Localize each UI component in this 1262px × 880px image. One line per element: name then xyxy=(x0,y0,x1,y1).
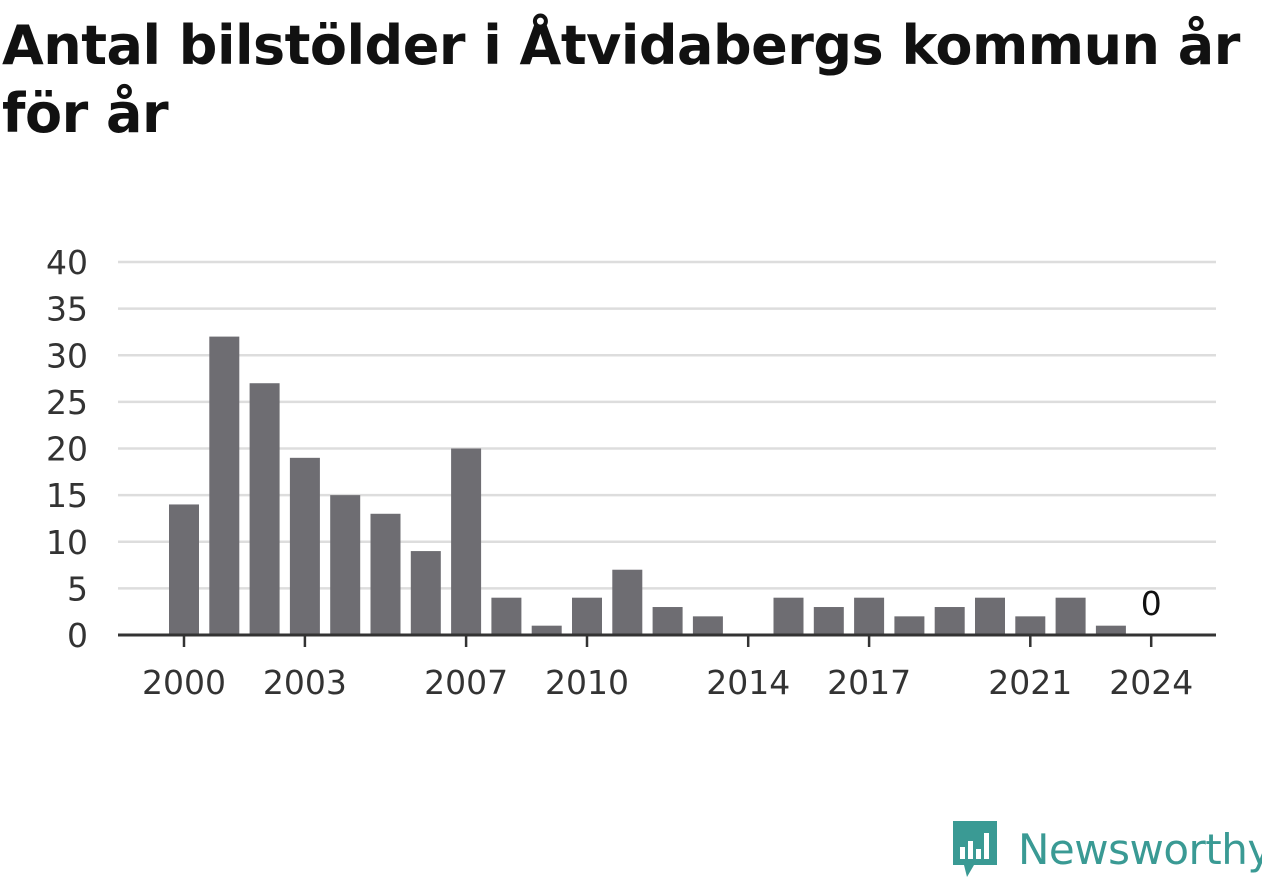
y-tick-label: 20 xyxy=(46,430,88,469)
bar-2021 xyxy=(1015,616,1046,635)
bar-2001 xyxy=(209,336,240,635)
x-axis-ticks: 2000 2003 2007 2010 2014 2017 2021 2024 xyxy=(142,635,1193,702)
bar-2011 xyxy=(612,569,643,635)
newsworthy-logo[interactable]: Newsworthy xyxy=(950,818,1262,880)
newsworthy-logo-icon xyxy=(953,821,997,877)
y-axis-ticks: 0 5 10 15 20 25 30 35 40 xyxy=(46,243,88,655)
chart-title: Antal bilstölder i Åtvidabergs kommun år… xyxy=(2,14,1240,145)
bar-2006 xyxy=(410,551,441,635)
bar-2002 xyxy=(249,383,280,635)
bar-2005 xyxy=(370,513,401,635)
annotations: 0 xyxy=(1141,584,1162,623)
x-tick-label: 2003 xyxy=(263,663,347,702)
bar-2010 xyxy=(572,597,602,635)
bar-2008 xyxy=(491,597,522,635)
bar-2007 xyxy=(451,448,482,635)
bar-2018 xyxy=(894,616,925,635)
grid-lines xyxy=(118,260,1216,590)
bar-2000 xyxy=(169,504,199,635)
y-tick-label: 30 xyxy=(46,336,88,375)
x-tick-label: 2024 xyxy=(1109,663,1193,702)
bar-2004 xyxy=(330,495,361,635)
x-tick-label: 2021 xyxy=(988,663,1072,702)
y-tick-label: 25 xyxy=(46,383,88,422)
bar-2016 xyxy=(813,607,844,635)
y-tick-label: 40 xyxy=(46,243,88,282)
bar-2009 xyxy=(531,625,562,635)
x-tick-label: 2000 xyxy=(142,663,226,702)
bar-2023 xyxy=(1095,625,1126,635)
y-tick-label: 15 xyxy=(46,476,88,515)
x-tick-label: 2010 xyxy=(545,663,629,702)
y-tick-label: 0 xyxy=(67,616,88,655)
x-tick-label: 2007 xyxy=(424,663,508,702)
bar-2022 xyxy=(1055,597,1086,635)
x-tick-label: 2014 xyxy=(706,663,790,702)
bar-2013 xyxy=(692,616,723,635)
x-tick-label: 2017 xyxy=(827,663,911,702)
bars xyxy=(169,336,1126,635)
y-tick-label: 5 xyxy=(67,569,88,608)
brand-name: Newsworthy xyxy=(1018,824,1262,874)
bar-2020 xyxy=(975,597,1005,635)
bar-2012 xyxy=(652,607,683,635)
y-tick-label: 35 xyxy=(46,290,88,329)
bar-2017 xyxy=(854,597,885,635)
bar-2003 xyxy=(289,457,320,635)
bar-2015 xyxy=(773,597,804,635)
data-label: 0 xyxy=(1141,584,1162,623)
bar-2019 xyxy=(934,607,965,635)
y-tick-label: 10 xyxy=(46,523,88,562)
